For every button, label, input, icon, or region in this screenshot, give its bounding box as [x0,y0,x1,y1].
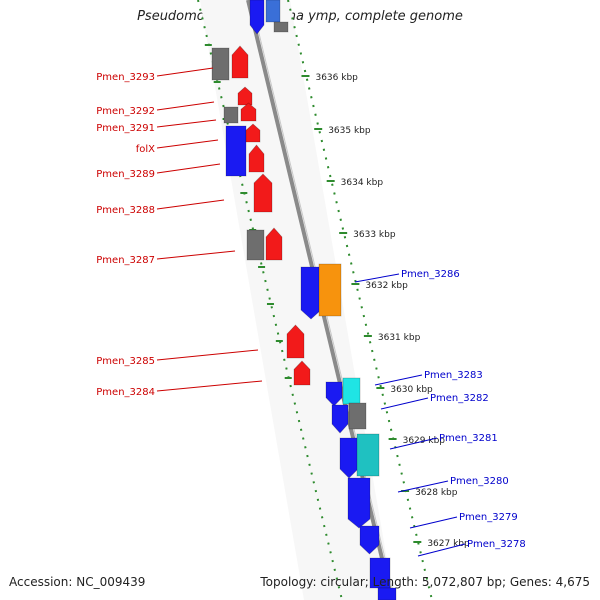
gene-feature[interactable] [348,402,367,430]
right-label-leader [397,480,449,493]
gene-feature[interactable] [342,377,361,405]
left-label-leader [156,250,236,260]
gene-feature[interactable] [356,433,380,477]
gene-feature[interactable] [237,86,253,106]
left-gene-label: folX [136,144,155,155]
right-gene-label: Pmen_3279 [459,512,518,523]
kbp-tick-label: 3631 kbp [378,333,421,343]
left-gene-label: Pmen_3289 [96,169,155,180]
left-gene-label: Pmen_3287 [96,255,155,266]
left-label-leader [156,119,217,128]
gene-feature[interactable] [273,21,289,33]
gene-feature[interactable] [223,106,239,124]
right-gene-label: Pmen_3278 [467,539,526,550]
right-label-leader [409,516,458,529]
left-gene-label: Pmen_3288 [96,205,155,216]
left-label-leader [156,380,263,392]
left-gene-label: Pmen_3284 [96,387,155,398]
gene-feature[interactable] [325,381,343,407]
kbp-tick-label: 3630 kbp [390,385,433,395]
right-gene-label: Pmen_3283 [424,370,483,381]
gene-feature[interactable] [253,173,273,213]
left-gene-label: Pmen_3291 [96,123,155,134]
right-label-leader [374,374,423,386]
topology-text: Topology: circular; Length: 5,072,807 bp… [260,575,590,589]
gene-feature[interactable] [231,45,249,79]
gene-feature[interactable] [265,0,281,23]
kbp-tick-label: 3627 kbp [427,539,470,549]
right-gene-label: Pmen_3282 [430,393,489,404]
right-label-leader [417,543,466,557]
left-dotted-line [197,0,343,600]
left-gene-label: Pmen_3292 [96,106,155,117]
gene-feature[interactable] [225,125,247,177]
gene-feature[interactable] [377,587,397,600]
gene-feature[interactable] [249,0,265,35]
left-label-leader [156,349,259,361]
right-dotted-line [287,0,433,600]
right-label-leader [354,273,400,283]
gene-feature[interactable] [331,404,349,434]
gene-feature[interactable] [240,102,257,122]
left-label-leader [156,163,221,174]
gene-feature[interactable] [318,263,342,317]
right-gene-label: Pmen_3286 [401,269,460,280]
right-gene-label: Pmen_3281 [439,433,498,444]
gene-feature[interactable] [347,477,371,529]
right-label-leader [389,437,438,450]
gene-feature[interactable] [300,266,322,320]
right-gene-label: Pmen_3280 [450,476,509,487]
kbp-tick-label: 3636 kbp [315,73,358,83]
gene-feature[interactable] [293,360,311,386]
gene-feature[interactable] [211,47,230,81]
kbp-tick-label: 3628 kbp [415,488,458,498]
kbp-tick-label: 3632 kbp [365,281,408,291]
gene-feature[interactable] [245,123,261,143]
left-gene-label: Pmen_3285 [96,356,155,367]
left-label-leader [156,199,225,210]
accession-text: Accession: NC_009439 [9,575,146,589]
kbp-tick-label: 3634 kbp [341,178,384,188]
kbp-tick-label: 3633 kbp [353,230,396,240]
left-label-leader [156,67,214,77]
gene-feature[interactable] [248,144,265,173]
left-gene-label: Pmen_3293 [96,72,155,83]
left-label-leader [156,101,215,111]
gene-feature[interactable] [286,324,305,359]
right-label-leader [380,397,429,410]
gene-feature[interactable] [246,229,265,261]
gene-feature[interactable] [339,437,359,479]
gene-feature[interactable] [359,525,380,555]
gene-feature[interactable] [265,227,283,261]
left-label-leader [156,139,219,149]
kbp-tick-label: 3635 kbp [328,126,371,136]
